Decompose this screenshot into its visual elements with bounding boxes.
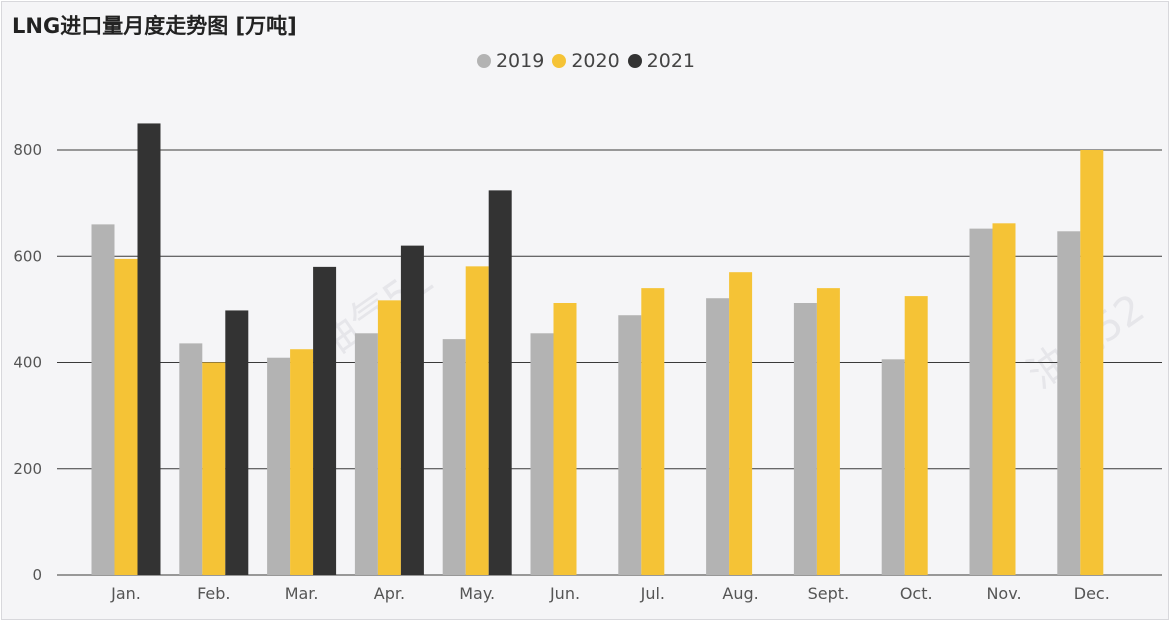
bar-2019-mar: [267, 357, 291, 575]
x-tick-label: Aug.: [722, 584, 758, 603]
bar-2019-oct: [881, 359, 905, 575]
bar-2019-nov: [969, 228, 993, 575]
bar-2021-apr: [400, 245, 424, 575]
bar-2021-feb: [225, 310, 249, 575]
x-tick-label: Oct.: [900, 584, 933, 603]
x-tick-label: Jul.: [640, 584, 665, 603]
legend-item-2019[interactable]: 2019: [476, 50, 545, 72]
x-tick-label: Mar.: [285, 584, 319, 603]
x-tick-label: Apr.: [374, 584, 405, 603]
bar-2019-feb: [179, 343, 203, 575]
bar-2019-apr: [354, 333, 378, 575]
x-tick-label: Dec.: [1074, 584, 1110, 603]
bar-2019-dec: [1057, 231, 1081, 575]
bar-2020-aug: [729, 272, 753, 575]
legend-item-2020[interactable]: 2020: [552, 50, 620, 72]
bar-2019-aug: [706, 298, 730, 575]
x-tick-label: Jan.: [110, 584, 141, 603]
bar-2020-nov: [992, 223, 1016, 575]
bar-2019-sept: [793, 303, 817, 575]
y-tick-label: 600: [13, 247, 42, 265]
bar-2020-mar: [290, 349, 314, 575]
y-tick-label: 200: [13, 460, 42, 478]
bar-2019-jan: [91, 224, 115, 575]
bar-2019-may: [442, 339, 466, 575]
bar-2020-apr: [377, 300, 401, 575]
bar-2019-jul: [618, 315, 642, 575]
bar-2020-jul: [641, 288, 665, 575]
bar-2021-jan: [137, 123, 161, 575]
bar-2020-oct: [904, 296, 928, 575]
legend-swatch-2019: [476, 54, 491, 68]
bar-2020-may: [465, 266, 489, 575]
x-tick-label: May.: [459, 584, 495, 603]
y-tick-label: 0: [32, 566, 42, 584]
chart-legend: 2019 2020 2021: [2, 50, 1170, 72]
bar-2020-dec: [1080, 150, 1104, 575]
bar-2019-jun: [530, 333, 554, 575]
y-tick-label: 400: [13, 354, 42, 372]
bar-2020-jun: [553, 303, 577, 575]
bar-2021-mar: [313, 266, 337, 575]
legend-label-2019: 2019: [495, 50, 545, 72]
legend-item-2021[interactable]: 2021: [627, 50, 696, 72]
legend-swatch-2021: [627, 54, 642, 68]
legend-label-2021: 2021: [646, 50, 696, 72]
bar-2020-jan: [114, 258, 138, 575]
chart-title: LNG进口量月度走势图 [万吨]: [12, 14, 297, 38]
y-tick-label: 800: [13, 141, 42, 159]
x-tick-label: Jun.: [549, 584, 580, 603]
x-tick-label: Sept.: [808, 584, 850, 603]
bar-2020-feb: [202, 362, 226, 575]
legend-label-2020: 2020: [571, 50, 620, 72]
bar-2021-may: [488, 190, 512, 575]
x-tick-label: Feb.: [197, 584, 230, 603]
legend-swatch-2020: [552, 54, 567, 68]
bar-2020-sept: [816, 288, 840, 575]
x-tick-label: Nov.: [986, 584, 1021, 603]
